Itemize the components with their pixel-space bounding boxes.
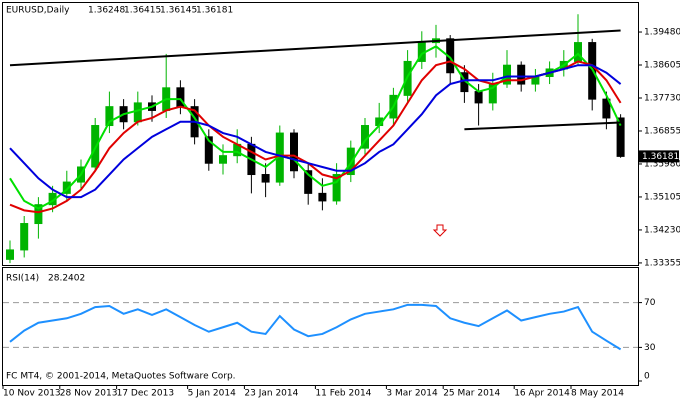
trendline	[464, 121, 621, 131]
y-tick-label: 1.39480	[644, 28, 680, 38]
x-tick-label: 23 Jan 2014	[244, 389, 298, 399]
moving-average	[9, 60, 622, 214]
x-tick-label: 5 Jan 2014	[188, 389, 236, 399]
y-tick-label: 1.37730	[644, 93, 680, 103]
sell-arrow	[432, 224, 448, 237]
header: EURUSD,Daily 1.36248 1.36415 1.36145 1.3…	[6, 6, 233, 16]
y-tick-label: 0	[644, 372, 650, 382]
candle-body	[474, 91, 483, 104]
rsi-value: 28.2402	[48, 274, 85, 284]
x-tick-label: 8 May 2014	[571, 389, 624, 399]
high: 1.36415	[124, 6, 161, 16]
candle-body	[133, 102, 142, 123]
moving-average	[9, 64, 622, 199]
x-tick-label: 3 Mar 2014	[386, 389, 438, 399]
x-tick-label: 17 Dec 2013	[117, 389, 175, 399]
y-tick-label: 1.34230	[644, 225, 680, 235]
y-tick-label: 1.35980	[644, 159, 680, 169]
candle-body	[290, 132, 298, 172]
x-tick-label: 10 Nov 2013	[3, 389, 61, 399]
trendline	[9, 29, 621, 67]
y-tick-label: 1.38605	[644, 61, 680, 71]
candle-body	[20, 223, 29, 251]
last-price-label: 1.36181	[642, 152, 679, 162]
main-panel	[2, 2, 639, 266]
rsi-line	[9, 303, 622, 351]
y-tick-label: 1.33355	[644, 258, 680, 268]
rsi-panel	[2, 267, 639, 386]
candle-body	[318, 192, 327, 202]
candle-body	[219, 155, 227, 164]
x-tick-label: 25 Mar 2014	[443, 389, 500, 399]
x-tick-label: 16 Apr 2014	[514, 389, 570, 399]
candle-body	[574, 42, 582, 62]
candle-body	[105, 106, 114, 127]
candle-body	[332, 174, 341, 202]
y-tick-label: 70	[644, 298, 656, 308]
x-tick-label: 28 Nov 2013	[60, 389, 118, 399]
candle-body	[204, 136, 213, 164]
candle-body	[62, 181, 71, 194]
y-tick-label: 30	[644, 343, 656, 353]
candle-body	[34, 204, 43, 225]
low: 1.36145	[160, 6, 197, 16]
y-tick-label: 1.35105	[644, 192, 680, 202]
candle-body	[304, 170, 313, 194]
open: 1.36248	[88, 6, 125, 16]
candle-body	[517, 64, 526, 85]
candle-body	[261, 174, 270, 183]
candle-body	[602, 98, 611, 119]
footer: FC MT4, © 2001-2014, MetaQuotes Software…	[6, 372, 236, 382]
close: 1.36181	[196, 6, 233, 16]
candle-body	[346, 147, 355, 176]
candle-body	[503, 64, 511, 85]
candle-body	[6, 249, 14, 260]
last-price-box	[639, 150, 679, 163]
x-tick-label: 11 Feb 2014	[315, 389, 371, 399]
rsi-title: RSI(14)	[6, 274, 39, 284]
symbol: EURUSD,Daily	[6, 6, 70, 16]
y-tick-label: 1.36855	[644, 126, 680, 136]
candle-body	[616, 117, 625, 157]
